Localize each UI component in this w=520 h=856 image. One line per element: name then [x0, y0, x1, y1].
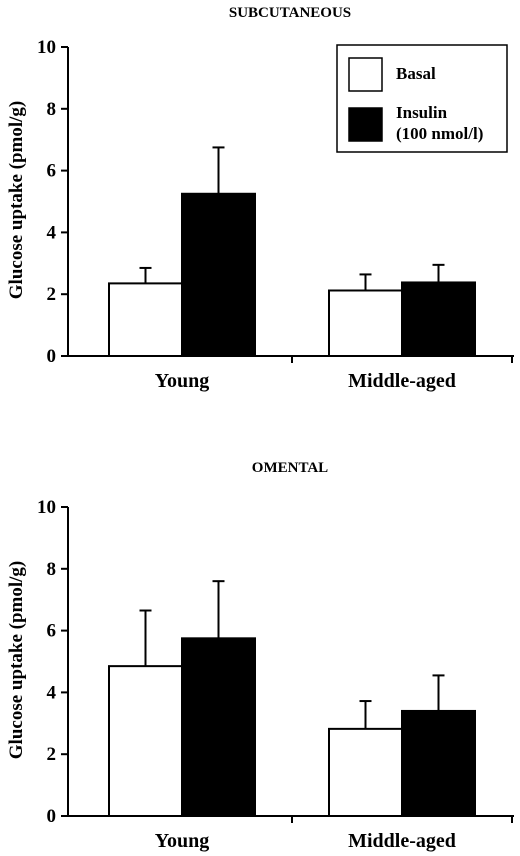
y-tick-label: 8	[47, 99, 57, 120]
y-tick-label: 2	[47, 744, 57, 765]
bar-young-insulin	[181, 637, 256, 818]
y-axis-label: Glucose uptake (pmol/g)	[6, 561, 27, 759]
y-tick-label: 0	[47, 346, 57, 367]
bar-young-insulin	[181, 192, 256, 357]
x-tick-label-middle-aged: Middle-aged	[348, 370, 456, 392]
bar-middle-aged-basal	[328, 727, 403, 817]
bars	[108, 146, 476, 358]
x-ticks: Young Middle-aged	[155, 356, 513, 392]
y-tick-label: 6	[47, 621, 57, 642]
legend-label-insulin-dose: (100 nmol/l)	[396, 124, 483, 143]
y-tick-label: 4	[47, 222, 57, 243]
y-ticks: 0 2 4 6 8 10	[37, 37, 68, 367]
x-tick-label-middle-aged: Middle-aged	[348, 830, 456, 852]
y-tick-label: 10	[37, 37, 56, 58]
bar-middle-aged-insulin	[401, 281, 476, 358]
x-tick-label-young: Young	[155, 370, 209, 392]
y-tick-label: 8	[47, 559, 57, 580]
legend-label-basal: Basal	[396, 64, 436, 83]
y-ticks: 0 2 4 6 8 10	[37, 497, 68, 827]
bar-young-basal	[108, 282, 183, 358]
y-tick-label: 2	[47, 284, 57, 305]
y-tick-label: 4	[47, 682, 57, 703]
bars	[108, 580, 476, 818]
x-tick-label-young: Young	[155, 830, 209, 852]
bar-middle-aged-insulin	[401, 709, 476, 817]
legend-swatch-insulin	[348, 107, 383, 142]
y-axis-label: Glucose uptake (pmol/g)	[6, 101, 27, 299]
bar-middle-aged-basal	[328, 289, 403, 358]
y-tick-label: 10	[37, 497, 56, 518]
bar-young-basal	[108, 665, 183, 818]
chart-title: OMENTAL	[252, 460, 328, 476]
legend: Basal Insulin (100 nmol/l)	[336, 44, 508, 153]
chart-title: SUBCUTANEOUS	[229, 5, 351, 21]
panel-omental: OMENTAL Glucose uptake (pmol/g) 0246810 …	[6, 460, 514, 852]
y-tick-label: 0	[47, 806, 57, 827]
x-ticks: Young Middle-aged	[155, 816, 513, 852]
legend-swatch-basal	[348, 57, 383, 92]
panel-subcutaneous: SUBCUTANEOUS Glucose uptake (pmol/g) 0 2 4…	[6, 5, 514, 392]
legend-label-insulin: Insulin	[396, 103, 448, 122]
y-tick-label: 6	[47, 161, 57, 182]
